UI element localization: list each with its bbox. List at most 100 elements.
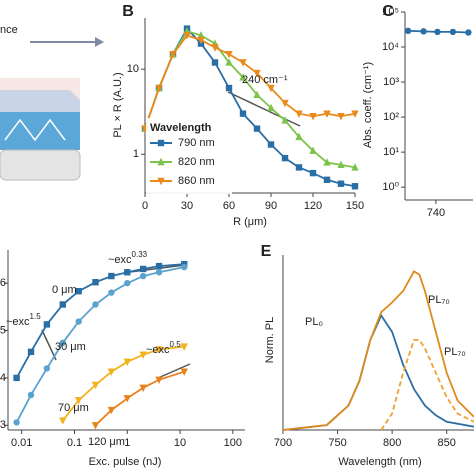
x-tick-label: 700 — [274, 437, 292, 449]
series-line — [94, 370, 185, 426]
marker — [351, 110, 359, 118]
marker — [155, 269, 163, 276]
marker — [295, 132, 303, 141]
y-tick-label: 10¹ — [383, 146, 399, 158]
marker — [92, 301, 99, 308]
y-axis-label: Norm. PL — [264, 317, 276, 363]
annotation-text: ~exc — [6, 316, 30, 328]
marker — [92, 279, 99, 286]
schematic: nce — [0, 24, 104, 181]
panel-letter: B — [122, 3, 134, 20]
marker — [323, 110, 331, 118]
marker — [107, 406, 116, 415]
annotation: ~exc0.5 — [146, 340, 181, 356]
marker — [253, 69, 261, 78]
marker — [27, 391, 35, 399]
marker — [59, 417, 67, 425]
marker — [197, 36, 205, 45]
annotation: 240 cm⁻¹ — [242, 74, 288, 86]
panel-letter: C — [382, 3, 394, 20]
marker — [75, 288, 82, 295]
series-line — [144, 30, 356, 169]
annotation-exponent: 0.5 — [170, 340, 182, 349]
x-axis-label: Exc. pulse (nJ) — [89, 456, 162, 468]
marker — [449, 28, 457, 36]
x-tick-label: 90 — [265, 200, 277, 212]
marker — [253, 125, 261, 132]
legend-marker — [157, 157, 165, 166]
y-axis-label: Abs. coeff. (cm⁻¹) — [362, 62, 374, 148]
marker — [239, 59, 247, 67]
marker — [281, 99, 289, 108]
marker — [239, 73, 247, 81]
y-tick-label: 5 — [0, 324, 6, 336]
marker — [351, 183, 359, 190]
marker — [404, 27, 412, 35]
marker — [253, 90, 261, 98]
x-axis-label: R (μm) — [233, 216, 267, 228]
marker — [155, 346, 163, 354]
y-tick-label: 10⁰ — [382, 181, 399, 193]
marker — [323, 176, 331, 184]
slab — [0, 112, 80, 150]
marker — [267, 141, 275, 148]
marker — [139, 272, 147, 280]
marker — [465, 29, 472, 36]
annotation-exponent: 1.5 — [30, 312, 42, 321]
x-tick-label: 120 — [304, 200, 322, 212]
marker — [155, 262, 163, 270]
marker — [239, 110, 247, 117]
arrow — [157, 363, 191, 379]
marker — [281, 116, 289, 124]
marker — [434, 28, 441, 36]
marker — [211, 59, 219, 66]
marker — [91, 422, 100, 430]
x-tick-label: 150 — [346, 200, 364, 212]
marker — [323, 158, 331, 166]
marker — [295, 110, 303, 118]
x-tick-label: 0 — [142, 200, 148, 212]
light-path — [4, 118, 66, 142]
x-tick-label: 740 — [427, 207, 445, 219]
marker — [107, 368, 116, 376]
marker — [180, 343, 188, 351]
marker — [267, 103, 275, 112]
marker — [225, 51, 233, 59]
series-line — [144, 34, 356, 129]
y-tick-label: 6 — [0, 277, 6, 289]
marker — [139, 384, 147, 393]
marker — [13, 374, 20, 382]
x-tick-label: 750 — [328, 437, 346, 449]
series-line — [282, 270, 474, 431]
y-tick-label: 10⁵ — [382, 6, 399, 18]
marker — [124, 269, 131, 276]
legend-marker — [157, 177, 165, 186]
series-line — [380, 339, 474, 431]
series-label: PL₇₀ — [444, 346, 466, 358]
series-line — [15, 263, 185, 379]
annotation-text: 240 cm⁻¹ — [242, 74, 288, 86]
annotation: ~exc1.5 — [6, 312, 41, 328]
series-label: PL₀ — [305, 316, 323, 328]
x-tick-label: 10 — [174, 437, 186, 449]
annotation-text: ~exc — [146, 344, 170, 356]
arrow-head — [95, 37, 104, 47]
marker — [281, 154, 289, 162]
marker — [75, 318, 82, 325]
x-tick-label: 800 — [383, 437, 401, 449]
marker — [183, 32, 191, 40]
x-tick-label: 100 — [224, 437, 242, 449]
marker — [123, 395, 131, 403]
legend-title: Wavelength — [150, 122, 212, 134]
marker — [124, 279, 131, 287]
marker — [169, 51, 177, 59]
marker — [180, 368, 188, 376]
legend-label: 790 nm — [178, 137, 215, 149]
series-line — [282, 313, 474, 431]
y-tick-label: 3 — [0, 419, 6, 431]
marker — [309, 113, 317, 121]
marker — [74, 396, 83, 405]
series-label: 120 μm — [88, 436, 125, 448]
marker — [43, 321, 51, 328]
